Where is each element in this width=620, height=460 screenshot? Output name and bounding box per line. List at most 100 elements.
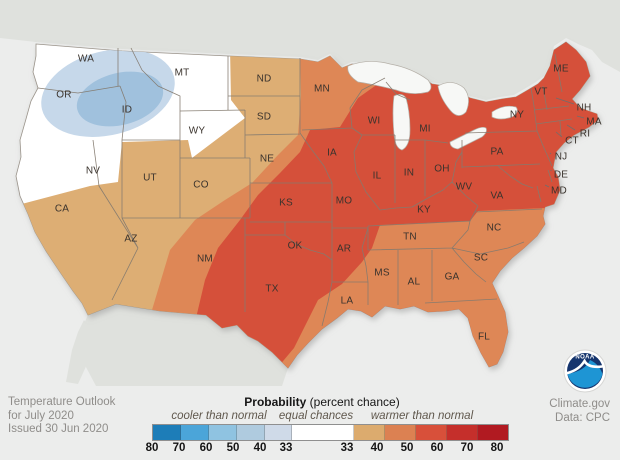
- legend-value-cool-2: 60: [199, 442, 213, 454]
- legend-value-warm-2: 50: [400, 442, 414, 454]
- legend-swatch-cool-2: [181, 425, 209, 440]
- canada-landmass: [0, 0, 620, 100]
- state-label-WA: WA: [78, 54, 94, 65]
- state-label-RI: RI: [580, 129, 590, 140]
- state-label-MA: MA: [586, 117, 602, 128]
- state-label-NE: NE: [260, 154, 274, 165]
- legend-value-warm-3: 60: [430, 442, 444, 454]
- leader-line-MD: [544, 184, 550, 188]
- lake-superior: [347, 61, 432, 94]
- legend-swatch-cool-1: [153, 425, 181, 440]
- state-label-IL: IL: [373, 171, 382, 182]
- issuance-line-3: Issued 30 Jun 2020: [8, 423, 109, 435]
- leader-line-RI: [566, 124, 576, 131]
- legend-value-cool-3: 50: [226, 442, 240, 454]
- state-label-TN: TN: [403, 232, 417, 243]
- state-label-MD: MD: [551, 186, 567, 197]
- legend-value-warm-1: 40: [370, 442, 384, 454]
- noaa-logo-seagull: [566, 358, 604, 375]
- legend-title-rest: (percent chance): [306, 395, 400, 409]
- legend-value-cool-4: 40: [253, 442, 267, 454]
- state-label-SC: SC: [474, 253, 488, 264]
- state-label-NH: NH: [577, 103, 592, 114]
- baja-peninsula: [66, 320, 94, 384]
- state-label-NY: NY: [510, 110, 524, 121]
- state-label-UT: UT: [143, 173, 157, 184]
- state-borders: [37, 47, 573, 327]
- state-label-AR: AR: [337, 244, 351, 255]
- state-label-GA: GA: [445, 272, 460, 283]
- state-label-OR: OR: [56, 90, 71, 101]
- state-label-OH: OH: [434, 164, 449, 175]
- leader-line-MA: [576, 115, 585, 119]
- legend-swatch-warm-5: [478, 425, 508, 440]
- lake-michigan: [392, 94, 411, 151]
- legend-title: Probability (percent chance): [244, 395, 399, 409]
- state-label-DE: DE: [554, 170, 568, 181]
- state-label-VT: VT: [534, 87, 547, 98]
- issuance-line-2: for July 2020: [8, 409, 74, 422]
- noaa-logo-text: NOAA: [575, 355, 595, 361]
- cool-band-40-50: [76, 71, 164, 127]
- issuance-line-1: Temperature Outlook: [8, 396, 116, 408]
- state-label-LA: LA: [341, 296, 354, 307]
- legend-value-cool-5: 33: [279, 442, 293, 454]
- legend-label-cooler: cooler than normal: [171, 410, 267, 422]
- state-label-TX: TX: [265, 284, 278, 295]
- state-label-IA: IA: [327, 148, 337, 159]
- legend-swatch-cool-4: [237, 425, 265, 440]
- state-label-WV: WV: [456, 182, 473, 193]
- state-label-WY: WY: [189, 126, 206, 137]
- state-label-MS: MS: [374, 268, 390, 279]
- lake-ontario: [491, 105, 518, 120]
- state-labels-layer: WA OR CA NV ID MT WY UT CO AZ NM ND SD NE KS OK TX MN IA MO…: [55, 54, 602, 343]
- legend-value-cool-1: 70: [172, 442, 186, 454]
- legend-value-warm-0: 33: [340, 442, 354, 454]
- state-label-WI: WI: [368, 116, 381, 127]
- vancouver-island: [8, 14, 34, 32]
- state-label-VA: VA: [491, 191, 504, 202]
- state-label-ME: ME: [553, 64, 569, 75]
- legend-label-warmer: warmer than normal: [370, 410, 474, 422]
- state-label-MO: MO: [336, 196, 353, 207]
- leader-line-NH: [555, 97, 575, 105]
- state-label-IN: IN: [404, 168, 414, 179]
- state-label-NC: NC: [487, 223, 502, 234]
- legend-swatch-cool-5: [265, 425, 292, 440]
- legend-swatch-cool-3: [209, 425, 237, 440]
- state-label-AL: AL: [408, 277, 421, 288]
- legend-swatch-warm-4: [447, 425, 478, 440]
- state-label-MI: MI: [419, 124, 431, 135]
- state-label-MN: MN: [314, 84, 330, 95]
- state-label-FL: FL: [478, 332, 490, 343]
- state-label-CT: CT: [565, 136, 579, 147]
- state-label-CO: CO: [193, 180, 208, 191]
- mexico-landmass: [78, 304, 288, 386]
- leader-line-CT: [555, 131, 563, 138]
- state-label-OK: OK: [288, 241, 303, 252]
- state-label-KY: KY: [417, 205, 431, 216]
- legend-swatch-equal-chances: [292, 425, 354, 440]
- legend-label-equal: equal chances: [278, 410, 354, 422]
- state-label-ND: ND: [257, 74, 272, 85]
- legend-swatch-warm-2: [385, 425, 416, 440]
- source-block: Climate.gov Data: CPC: [549, 398, 610, 425]
- state-label-NM: NM: [197, 254, 213, 265]
- probability-colorbar: [152, 424, 509, 441]
- legend-swatch-warm-3: [416, 425, 447, 440]
- state-label-KS: KS: [279, 198, 293, 209]
- source-line-1: Climate.gov: [549, 398, 610, 410]
- legend-swatch-warm-1: [354, 425, 385, 440]
- source-line-2: Data: CPC: [555, 411, 610, 424]
- state-label-NV: NV: [86, 166, 100, 177]
- legend-value-cool-0: 80: [145, 442, 159, 454]
- state-label-NJ: NJ: [555, 152, 568, 163]
- state-label-ID: ID: [122, 105, 132, 116]
- leader-line-NJ: [549, 152, 552, 155]
- state-label-CA: CA: [55, 204, 69, 215]
- issuance-block: Temperature Outlook for July 2020 Issued…: [8, 396, 115, 437]
- state-label-SD: SD: [257, 112, 271, 123]
- lake-huron: [437, 82, 469, 116]
